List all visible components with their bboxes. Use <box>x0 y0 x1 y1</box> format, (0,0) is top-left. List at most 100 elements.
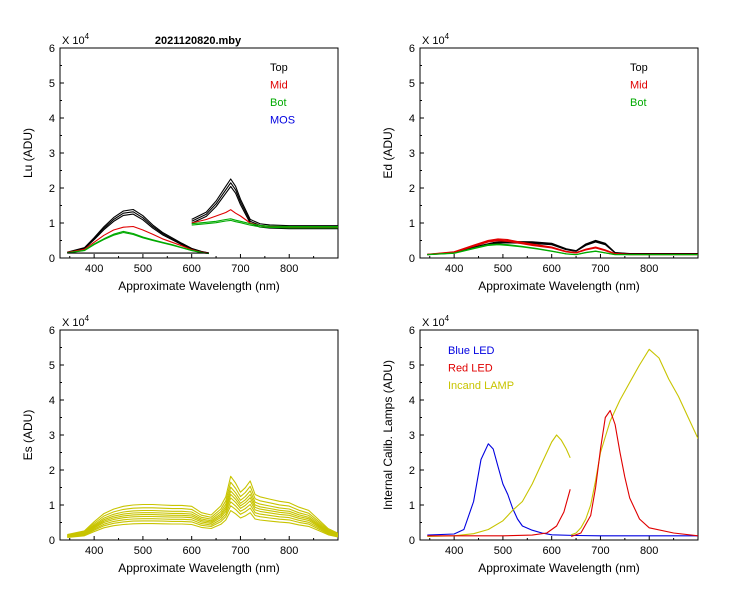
series-line-es <box>67 490 338 537</box>
y-tick-label: 2 <box>409 465 415 477</box>
series-line-blue-led <box>427 443 698 537</box>
scale-label: X 104 <box>62 314 90 329</box>
y-tick-label: 6 <box>49 325 55 337</box>
y-tick-label: 2 <box>409 183 415 195</box>
x-tick-label: 400 <box>85 263 103 275</box>
scale-base: X 10 <box>422 35 445 47</box>
figure-title: 2021120820.mby <box>155 35 242 47</box>
x-tick-label: 400 <box>445 545 463 557</box>
legend-entry: Top <box>270 62 288 74</box>
scale-base: X 10 <box>422 317 445 329</box>
y-tick-label: 2 <box>49 183 55 195</box>
series-line-es <box>67 486 338 537</box>
x-tick-label: 700 <box>231 263 249 275</box>
x-tick-label: 400 <box>85 545 103 557</box>
series-group <box>67 475 338 539</box>
y-tick-label: 5 <box>49 360 55 372</box>
series-line-incand-lamp <box>427 348 698 538</box>
x-tick-label: 800 <box>640 263 658 275</box>
series-line-es <box>67 493 338 537</box>
y-tick-label: 6 <box>409 325 415 337</box>
y-tick-label: 3 <box>49 430 55 442</box>
y-axis-label: Ed (ADU) <box>381 127 395 178</box>
legend-entry: Bot <box>630 97 647 109</box>
scale-base: X 10 <box>62 35 85 47</box>
legend-entry: Top <box>630 62 648 74</box>
series-line-es <box>67 505 338 538</box>
y-tick-label: 6 <box>409 43 415 55</box>
y-tick-label: 0 <box>409 253 415 265</box>
x-tick-label: 700 <box>591 263 609 275</box>
series-line-top <box>67 178 338 254</box>
x-axis-label: Approximate Wavelength (nm) <box>478 279 640 293</box>
plot-frame <box>59 329 339 541</box>
y-tick-label: 0 <box>409 535 415 547</box>
y-tick-label: 3 <box>409 148 415 160</box>
x-tick-label: 800 <box>640 545 658 557</box>
legend-entry: MOS <box>270 115 295 127</box>
y-tick-label: 0 <box>49 253 55 265</box>
legend-entry: Mid <box>270 80 288 92</box>
y-tick-label: 3 <box>49 148 55 160</box>
legend-entry: Blue LED <box>448 345 495 357</box>
x-tick-label: 500 <box>134 545 152 557</box>
series-line-es <box>67 510 338 539</box>
legend-entry: Red LED <box>448 363 493 375</box>
scale-label: X 104 <box>422 314 450 329</box>
y-axis-label: Internal Calib. Lamps (ADU) <box>381 360 395 510</box>
series-group <box>427 238 698 256</box>
y-tick-label: 4 <box>49 113 55 125</box>
x-tick-label: 800 <box>280 545 298 557</box>
x-axis-label: Approximate Wavelength (nm) <box>118 561 280 575</box>
scale-label: X 104 <box>422 32 450 47</box>
y-tick-label: 4 <box>49 395 55 407</box>
y-tick-label: 4 <box>409 113 415 125</box>
y-tick-label: 4 <box>409 395 415 407</box>
y-tick-label: 1 <box>409 218 415 230</box>
legend-entry: Incand LAMP <box>448 380 514 392</box>
x-tick-label: 500 <box>494 545 512 557</box>
series-line-bot <box>67 218 338 254</box>
y-tick-label: 3 <box>409 430 415 442</box>
y-tick-label: 6 <box>49 43 55 55</box>
scale-exponent: 4 <box>445 32 450 41</box>
series-group <box>67 178 338 255</box>
series-line-mid <box>67 209 338 254</box>
x-tick-label: 600 <box>183 545 201 557</box>
y-axis-label: Es (ADU) <box>21 410 35 461</box>
plot-frame <box>419 47 699 259</box>
x-tick-label: 400 <box>445 263 463 275</box>
y-axis-label: Lu (ADU) <box>21 128 35 178</box>
scale-exponent: 4 <box>85 32 90 41</box>
series-line-es <box>67 501 338 538</box>
x-axis-label: Approximate Wavelength (nm) <box>478 561 640 575</box>
x-axis-label: Approximate Wavelength (nm) <box>118 279 280 293</box>
series-group <box>427 348 698 538</box>
y-tick-label: 1 <box>409 500 415 512</box>
scale-exponent: 4 <box>445 314 450 323</box>
y-tick-label: 2 <box>49 465 55 477</box>
y-tick-label: 5 <box>49 78 55 90</box>
x-tick-label: 500 <box>134 263 152 275</box>
y-tick-label: 5 <box>409 78 415 90</box>
series-line-top <box>427 239 698 255</box>
series-line-es <box>67 481 338 536</box>
scale-exponent: 4 <box>85 314 90 323</box>
legend-entry: Mid <box>630 80 648 92</box>
series-line-bot <box>427 243 698 256</box>
series-line-mid <box>427 238 698 255</box>
x-tick-label: 700 <box>591 545 609 557</box>
series-line-red-led <box>427 409 698 538</box>
x-tick-label: 600 <box>543 545 561 557</box>
y-tick-label: 0 <box>49 535 55 547</box>
y-tick-label: 1 <box>49 500 55 512</box>
series-line-es <box>67 497 338 537</box>
scale-label: X 104 <box>62 32 90 47</box>
y-tick-label: 1 <box>49 218 55 230</box>
